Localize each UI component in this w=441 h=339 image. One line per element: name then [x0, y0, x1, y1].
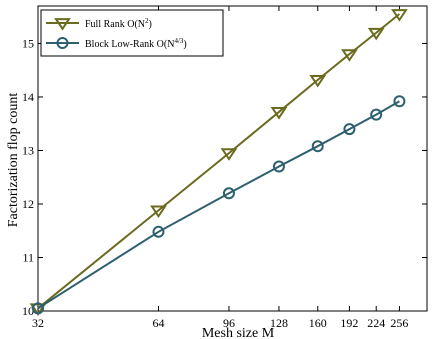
- data-point: [309, 74, 327, 88]
- series-layer: [29, 9, 408, 316]
- legend-label: Full Rank O(N2): [85, 17, 152, 30]
- x-tick-label: 96: [223, 316, 235, 330]
- series-line: [37, 13, 401, 310]
- y-tick-label: 14: [22, 90, 34, 104]
- data-point: [32, 302, 44, 315]
- y-tick-label: 10: [22, 304, 34, 318]
- data-point: [367, 27, 385, 41]
- data-point: [220, 148, 238, 161]
- axis-ticks: 32 64 96 128 160 192 224 256 10 11 12 13 14 15: [22, 6, 427, 330]
- data-point: [29, 303, 47, 316]
- data-point: [370, 108, 383, 121]
- y-axis-title: Factorization flop count: [6, 93, 21, 228]
- data-point: [272, 160, 285, 173]
- legend-label: Block Low-Rank O(N4/3): [85, 37, 187, 50]
- data-point: [311, 140, 324, 153]
- data-point: [391, 9, 408, 22]
- y-tick-label: 13: [22, 143, 34, 157]
- legend-item: Block Low-Rank O(N4/3): [46, 37, 187, 50]
- y-tick-label: 12: [22, 197, 34, 211]
- data-point: [343, 123, 356, 136]
- x-axis-title: Mesh size M: [202, 326, 275, 339]
- legend-marker: [54, 18, 71, 31]
- x-tick-label: 256: [390, 316, 408, 330]
- x-tick-label: 160: [309, 316, 327, 330]
- legend-item: Full Rank O(N2): [46, 17, 152, 31]
- x-tick-label: 128: [270, 316, 288, 330]
- x-tick-label: 64: [152, 316, 164, 330]
- series: [32, 95, 406, 315]
- data-point: [341, 49, 358, 62]
- data-point: [270, 107, 288, 120]
- x-tick-label: 32: [32, 316, 44, 330]
- data-point: [393, 95, 406, 108]
- data-point: [150, 205, 167, 219]
- legend: Full Rank O(N2) Block Low-Rank O(N4/3): [40, 9, 224, 57]
- y-tick-label: 15: [22, 36, 34, 50]
- plot-area: [37, 5, 428, 312]
- x-tick-label: 224: [367, 316, 385, 330]
- y-tick-label: 11: [22, 250, 34, 264]
- data-point: [222, 187, 235, 200]
- series: [29, 9, 408, 316]
- data-point: [152, 225, 165, 238]
- x-tick-label: 192: [340, 316, 358, 330]
- legend-marker: [56, 37, 69, 49]
- legend-box: [40, 9, 224, 57]
